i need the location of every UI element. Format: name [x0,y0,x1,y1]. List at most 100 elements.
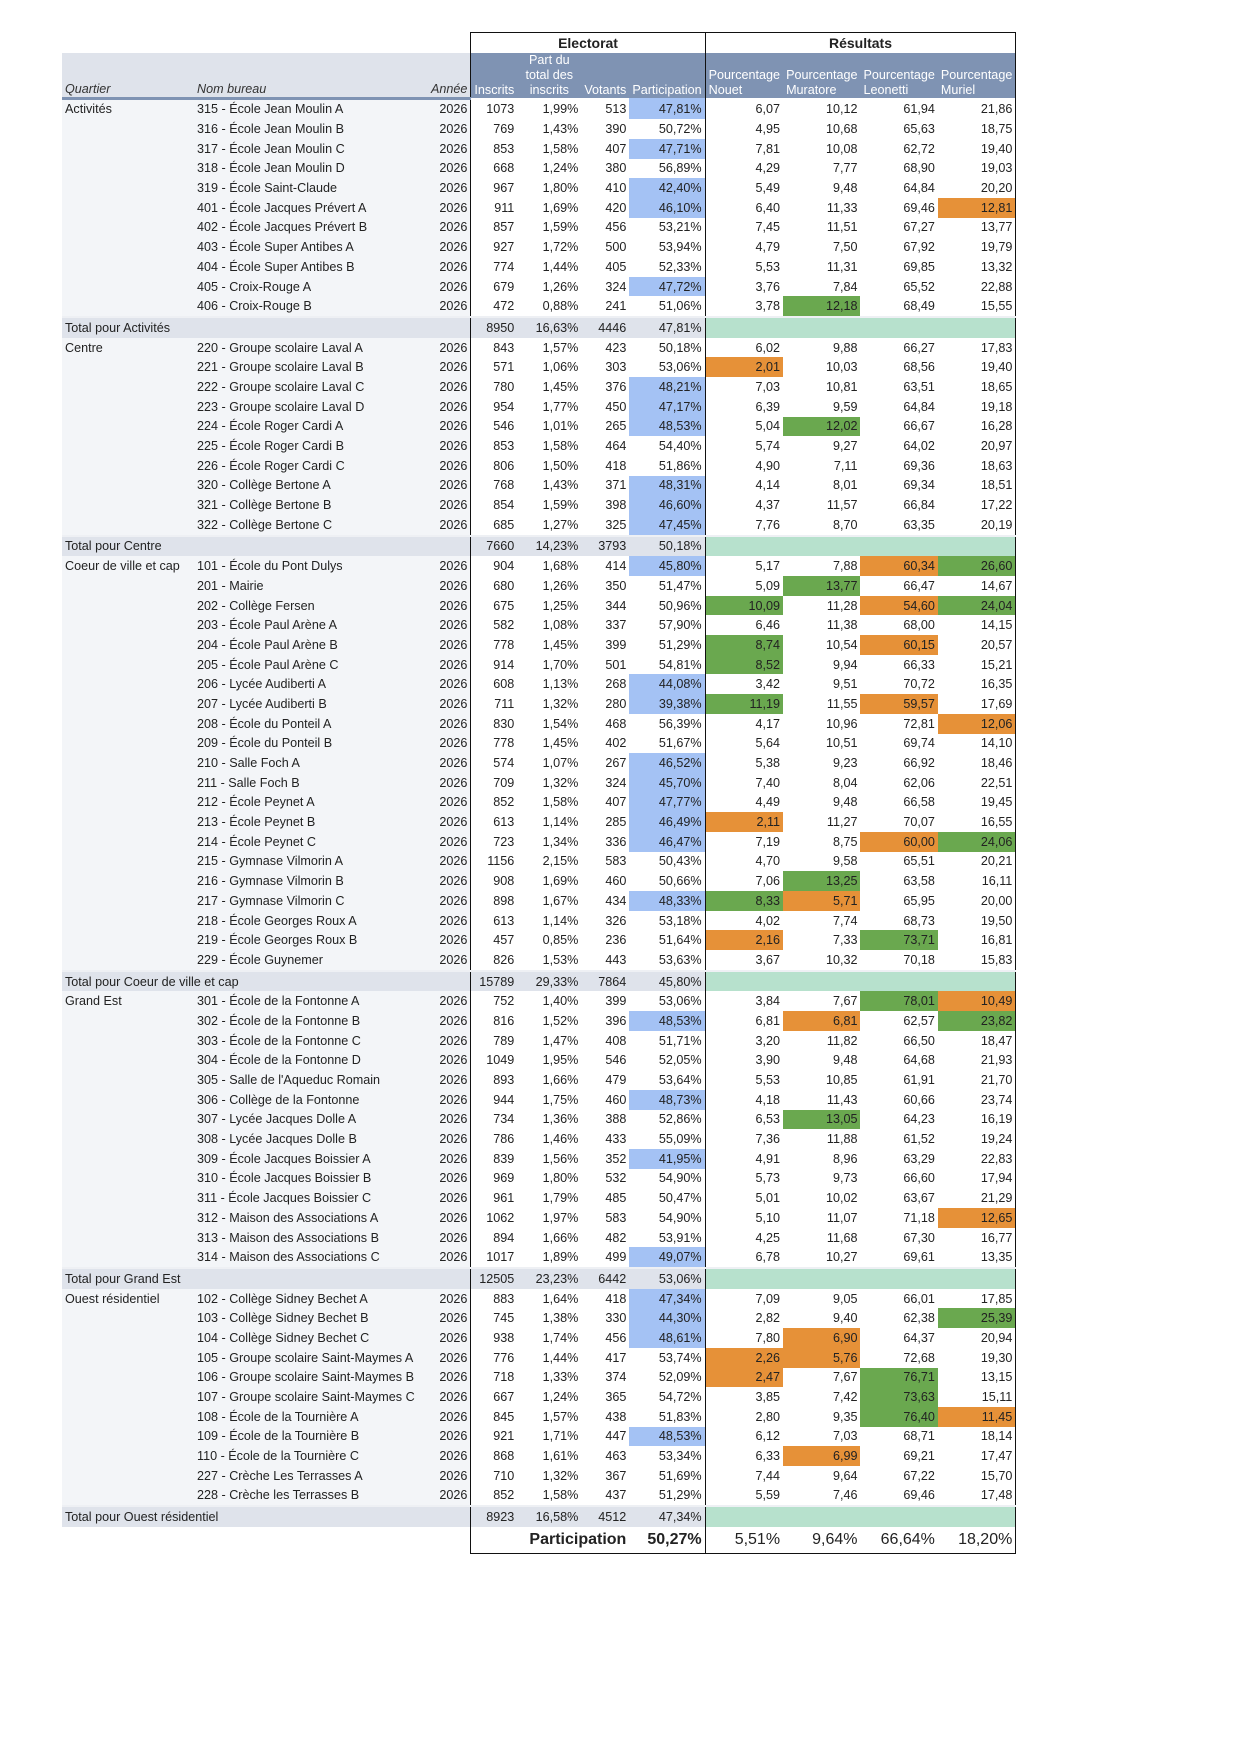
inscrits: 613 [470,910,518,931]
votants: 408 [605,1033,627,1048]
participation: 57,90% [629,615,706,636]
votants: 443 [605,952,627,967]
pct-nouet: 2,47 [705,1367,784,1388]
table-row: 228 - Crèche les Terrasses B 2026 852 1,58%… [62,1485,1017,1507]
part-inscrits: 1,01% [542,419,579,434]
pct-nouet: 6,07 [755,101,781,116]
bureau-name: 317 - École Jean Moulin C [194,138,428,159]
table-row: 208 - École du Ponteil A 2026 830 1,54% 468 5… [62,713,1017,734]
table-row: 215 - Gymnase Vilmorin A 2026 1156 2,15% 583… [62,851,1017,872]
total-votants: 6442 [581,1267,630,1289]
participation: 51,83% [629,1406,706,1427]
part-inscrits: 1,58% [542,1488,579,1503]
pct-muriel: 20,20 [937,178,1017,198]
year: 2026 [428,615,471,636]
pct-nouet: 4,90 [755,458,781,473]
table-row: 224 - École Roger Cardi A 2026 546 1,01% 265… [62,416,1017,437]
total-label: Total pour Ouest résidentiel [62,1505,471,1527]
column-header: Pourcentage Nouet [705,53,784,98]
quartier-cell [62,1030,194,1051]
pct-leonetti: 67,22 [903,1468,935,1483]
part-inscrits: 1,14% [542,815,579,830]
quartier-cell [62,1367,194,1388]
pct-muratore: 10,12 [825,101,858,116]
table-row: 219 - École Georges Roux B 2026 457 0,85% 23… [62,930,1017,951]
pct-leonetti: 62,72 [903,141,935,156]
quartier-cell: Activités [62,98,194,120]
pct-muratore: 7,03 [832,1429,858,1444]
pct-leonetti: 68,00 [903,618,935,633]
quartier-cell [62,1387,194,1407]
pct-nouet: 4,49 [755,795,781,810]
total-row: Total pour Grand Est 12505 23,23% 6442 53,06… [62,1267,1017,1289]
part-inscrits: 1,24% [542,161,579,176]
pct-muriel: 19,03 [937,158,1017,179]
inscrits: 718 [470,1367,518,1388]
table-row: 221 - Groupe scolaire Laval B 2026 571 1,06… [62,357,1017,378]
quartier-cell [62,1247,194,1269]
part-inscrits: 1,24% [542,1390,579,1405]
pct-nouet: 2,11 [705,812,784,832]
pct-muratore: 6,99 [783,1446,861,1466]
pct-muriel: 14,67 [937,576,1017,596]
inscrits: 582 [470,615,518,636]
part-inscrits: 1,97% [542,1210,579,1225]
table-row: 310 - École Jacques Boissier B 2026 969 1,8… [62,1168,1017,1189]
pct-leonetti: 66,27 [903,340,935,355]
participation: 52,05% [629,1050,706,1071]
pct-muriel: 15,83 [937,950,1017,971]
quartier-cell [62,1208,194,1228]
inscrits: 961 [470,1188,518,1208]
inscrits: 778 [470,635,518,655]
pct-nouet: 6,12 [755,1429,781,1444]
votants: 399 [605,637,627,652]
pct-leonetti: 61,91 [903,1073,935,1088]
year: 2026 [428,1367,471,1388]
inscrits: 457 [470,930,518,951]
quartier-cell [62,158,194,179]
total-participation: 53,06% [629,1267,706,1289]
quartier-cell [62,753,194,773]
inscrits: 675 [470,595,518,616]
part-inscrits: 1,57% [542,1409,579,1424]
votants: 303 [605,360,627,375]
inscrits: 769 [470,119,518,139]
total-row: Total pour Ouest résidentiel 8923 16,58% 45… [62,1505,1017,1527]
pct-muratore: 9,40 [832,1311,858,1326]
part-inscrits: 1,66% [542,1230,579,1245]
participation: 53,06% [629,357,706,378]
inscrits: 853 [470,138,518,159]
votants: 434 [605,893,627,908]
pct-nouet: 3,90 [755,1053,781,1068]
pct-leonetti: 63,58 [903,874,935,889]
year: 2026 [428,753,471,773]
part-inscrits: 1,34% [542,834,579,849]
part-inscrits: 1,32% [542,1468,579,1483]
votants: 374 [605,1370,627,1385]
participation: 44,08% [629,674,706,695]
pct-muriel: 13,77 [937,217,1017,238]
part-inscrits: 1,58% [542,795,579,810]
pct-muratore: 5,71 [783,891,861,911]
table-row: 207 - Lycée Audiberti B 2026 711 1,32% 280 39… [62,694,1017,714]
year: 2026 [428,514,471,536]
inscrits: 852 [470,792,518,813]
pct-nouet: 2,01 [705,357,784,378]
participation: 54,90% [629,1208,706,1228]
year: 2026 [428,436,471,456]
bureau-name: 107 - Groupe scolaire Saint-Maymes C [194,1387,428,1407]
pct-leonetti: 69,21 [903,1449,935,1464]
pct-muratore: 11,07 [826,1210,858,1225]
table-row: 404 - École Super Antibes B 2026 774 1,44% 4… [62,257,1017,277]
quartier-cell [62,1148,194,1169]
pct-muriel: 16,55 [937,812,1017,832]
participation: 54,40% [629,436,706,456]
votants: 268 [605,677,627,692]
pct-leonetti: 70,07 [903,815,935,830]
bureau-name: 305 - Salle de l'Aqueduc Romain [194,1070,428,1090]
inscrits: 745 [470,1308,518,1329]
pct-muriel: 23,82 [937,1011,1017,1031]
part-inscrits: 1,53% [542,952,579,967]
year: 2026 [428,733,471,754]
participation: 47,71% [629,138,706,159]
